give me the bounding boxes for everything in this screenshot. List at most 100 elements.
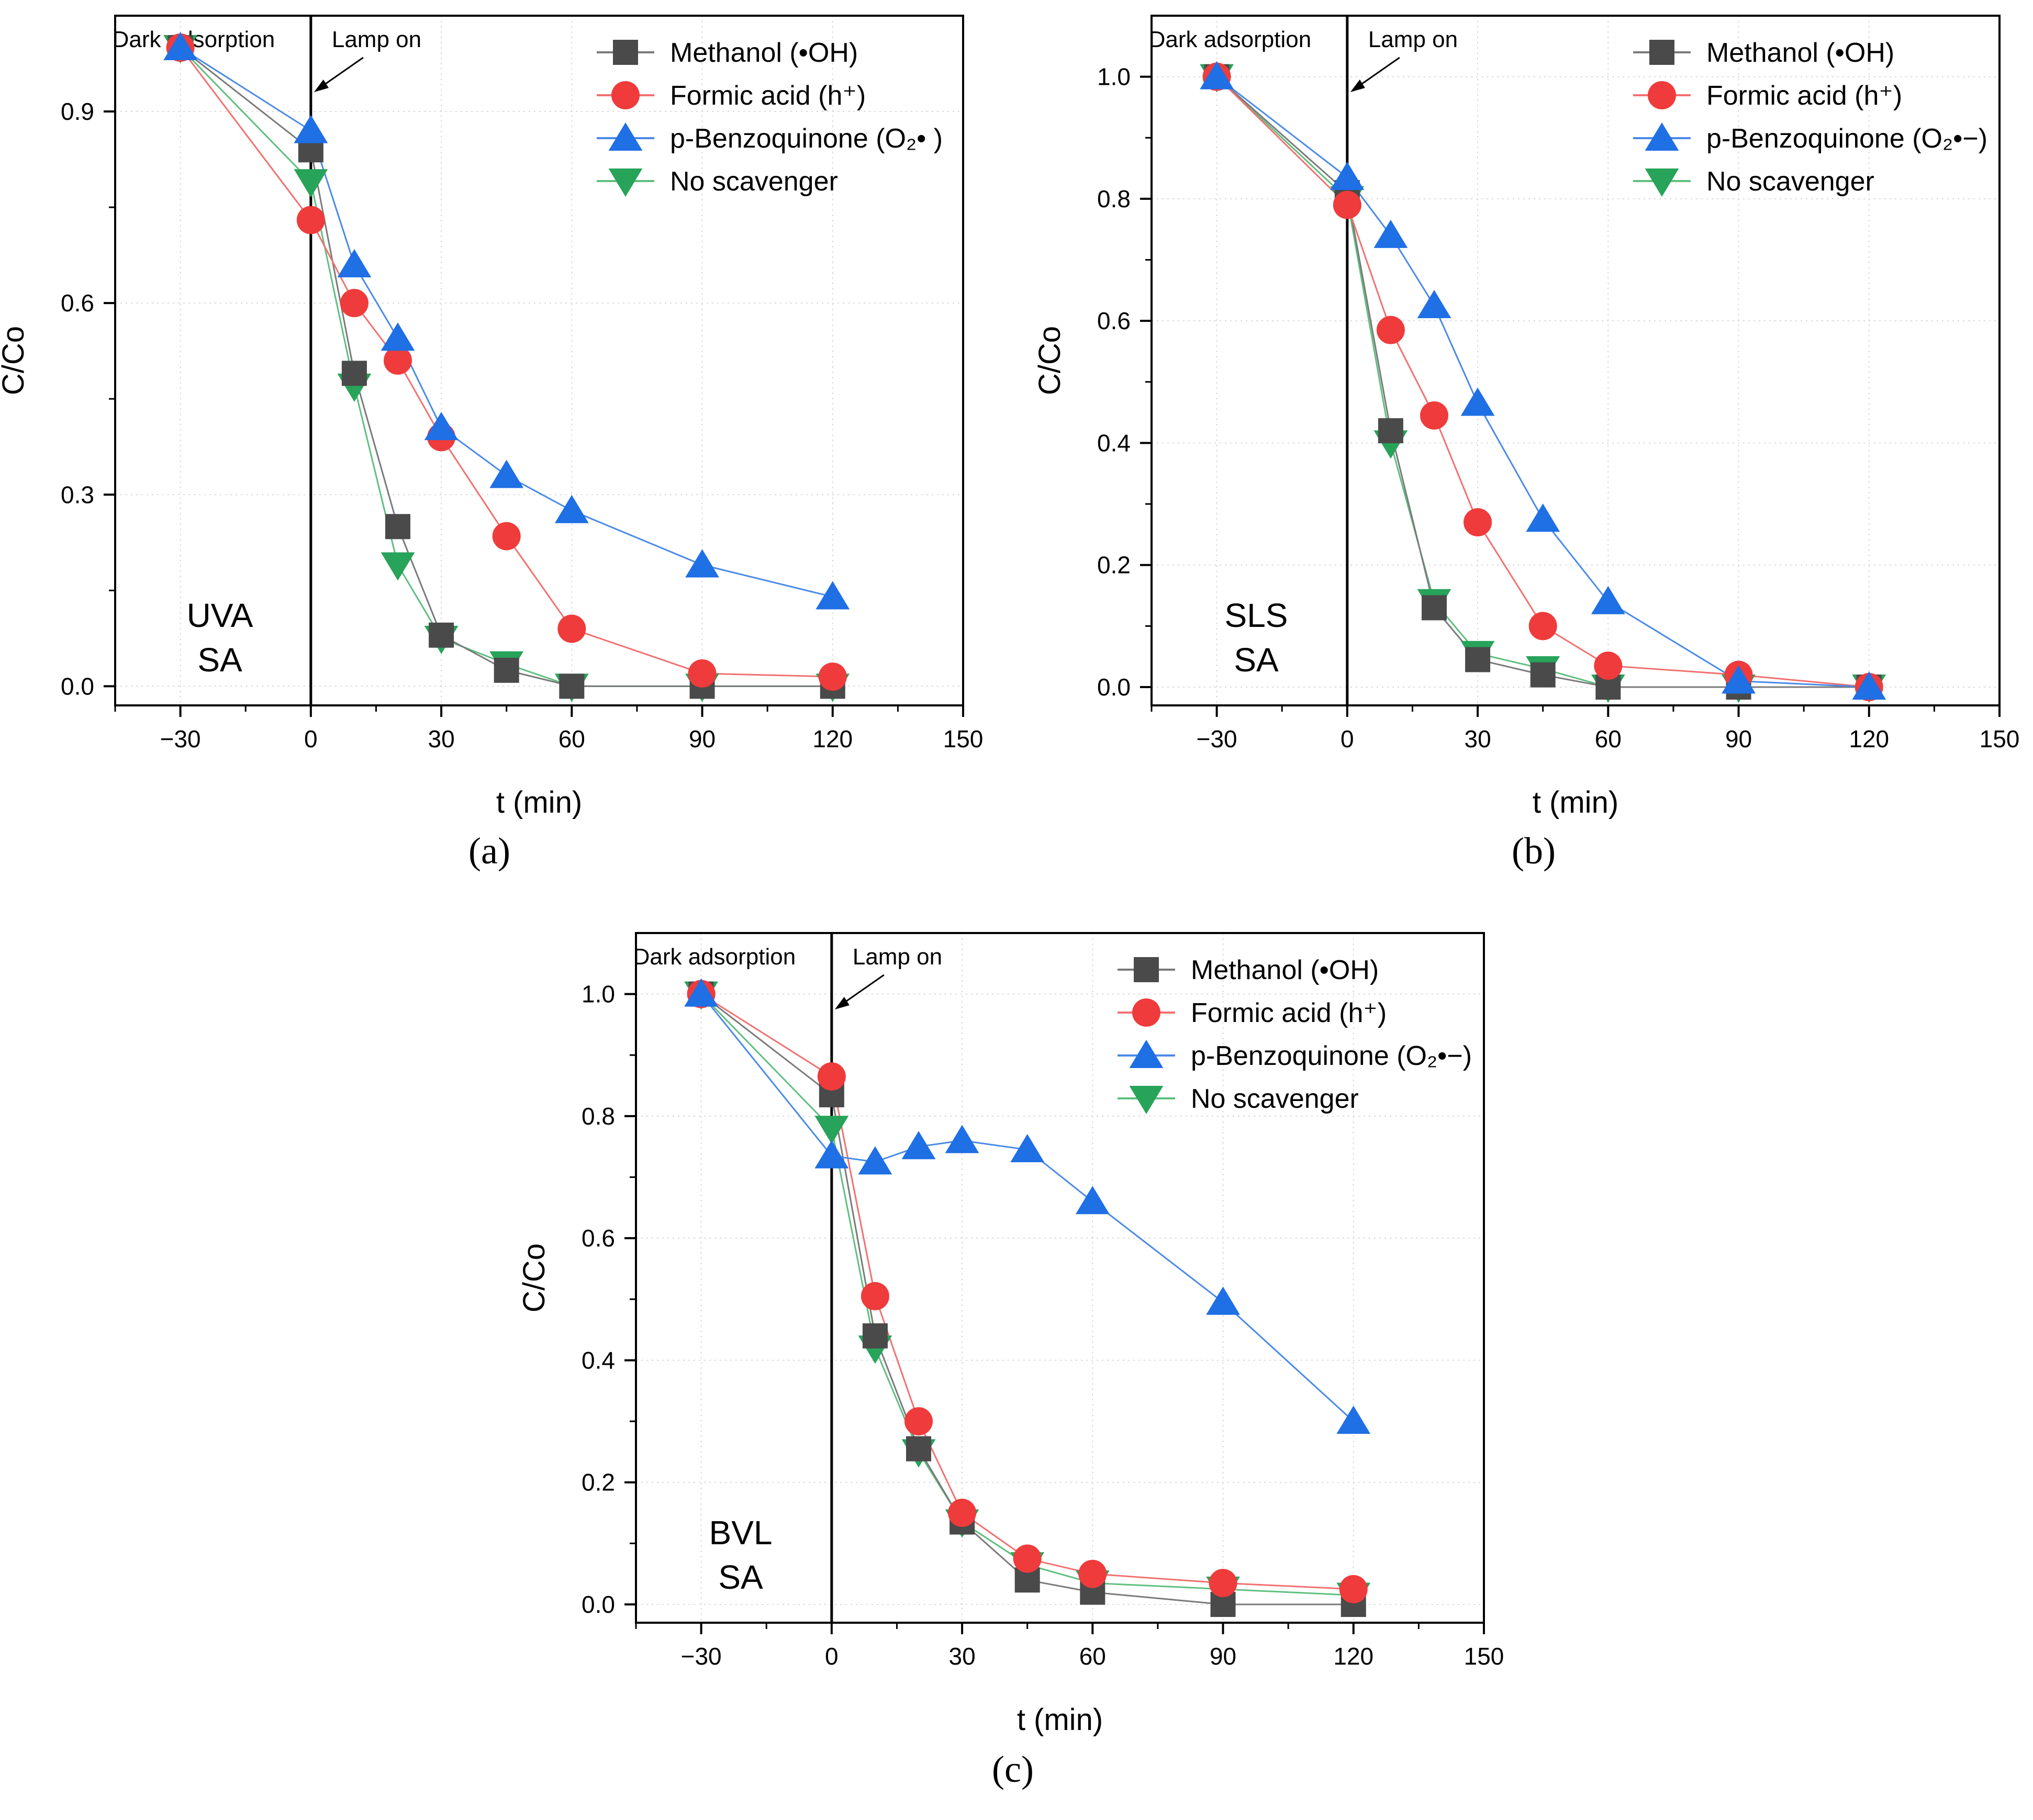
chart-panel-b: −30 0 30 60 90 120 150 0.0 0.2 0.4 0.6 0.8 1.0 t (min… bbox=[1033, 15, 2019, 872]
plot-frame bbox=[635, 932, 1485, 1624]
x-tick-label: 30 bbox=[948, 1643, 975, 1670]
y-tick-label: 0.6 bbox=[582, 1224, 615, 1252]
condition-label-line2: SA bbox=[718, 1558, 763, 1596]
data-point-formic bbox=[817, 1062, 846, 1091]
legend-label-benzoquinone: p-Benzoquinone (O₂•−) bbox=[1191, 1041, 1472, 1071]
y-tick-label: 0.8 bbox=[582, 1103, 615, 1130]
data-point-benzoquinone bbox=[814, 1140, 849, 1169]
condition-label-line1: SLS bbox=[1225, 597, 1288, 634]
data-point-methanol bbox=[906, 1436, 931, 1462]
legend-label-none: No scavenger bbox=[670, 166, 838, 197]
data-point-formic bbox=[1528, 612, 1557, 641]
data-point-benzoquinone bbox=[858, 1146, 892, 1175]
legend-marker-none bbox=[608, 168, 643, 197]
data-point-benzoquinone bbox=[685, 549, 719, 578]
data-point-none bbox=[381, 552, 415, 581]
data-point-none bbox=[294, 169, 328, 198]
data-point-formic bbox=[1339, 1575, 1368, 1603]
legend-marker-methanol bbox=[1649, 40, 1674, 65]
y-tick-label: 0.2 bbox=[582, 1469, 615, 1496]
data-point-benzoquinone bbox=[901, 1131, 936, 1160]
y-axis-label: C/Co bbox=[1033, 326, 1067, 395]
y-tick-label: 0.8 bbox=[1097, 185, 1131, 212]
condition-label-line2: SA bbox=[197, 641, 242, 679]
data-point-benzoquinone bbox=[381, 322, 415, 351]
data-point-benzoquinone bbox=[1460, 387, 1495, 416]
condition-label-line1: BVL bbox=[709, 1514, 773, 1552]
data-point-benzoquinone bbox=[489, 459, 524, 488]
data-point-formic bbox=[492, 522, 521, 551]
lamp-on-arrowhead bbox=[314, 80, 329, 92]
y-tick-label: 0.6 bbox=[61, 289, 94, 317]
y-tick-label: 0.0 bbox=[61, 672, 94, 700]
chart-panel-c: −30 0 30 60 90 120 150 0.0 0.2 0.4 0.6 0.8 1.0 t (min… bbox=[517, 932, 1504, 1790]
y-axis-label: C/Co bbox=[0, 326, 30, 395]
x-tick-label: 30 bbox=[428, 725, 454, 752]
lamp-on-label: Lamp on bbox=[853, 944, 942, 970]
data-point-benzoquinone bbox=[1206, 1286, 1240, 1315]
legend-marker-benzoquinone bbox=[1129, 1040, 1164, 1068]
legend-marker-none bbox=[1129, 1086, 1164, 1114]
x-tick-label: 120 bbox=[812, 725, 853, 752]
data-point-benzoquinone bbox=[1722, 665, 1756, 694]
y-tick-label: 0.4 bbox=[582, 1346, 615, 1374]
data-point-methanol bbox=[341, 361, 367, 386]
y-tick-label: 1.0 bbox=[582, 981, 615, 1008]
plot-frame bbox=[114, 15, 964, 706]
lamp-on-label: Lamp on bbox=[1368, 27, 1458, 52]
legend-marker-formic bbox=[611, 81, 640, 109]
data-point-benzoquinone bbox=[337, 249, 372, 277]
plot-frame bbox=[1150, 15, 2001, 706]
legend-marker-benzoquinone bbox=[608, 122, 643, 151]
data-point-benzoquinone bbox=[816, 581, 850, 610]
data-point-formic bbox=[1420, 401, 1448, 430]
x-tick-label: 0 bbox=[825, 1643, 839, 1670]
data-point-benzoquinone bbox=[1417, 290, 1451, 319]
data-point-formic bbox=[861, 1282, 889, 1310]
data-point-formic bbox=[1464, 508, 1492, 537]
data-point-formic bbox=[340, 289, 368, 318]
data-point-methanol bbox=[494, 657, 519, 683]
data-point-benzoquinone bbox=[163, 32, 198, 61]
data-point-methanol bbox=[1530, 662, 1556, 688]
lamp-on-arrowhead bbox=[1350, 80, 1365, 92]
data-point-methanol bbox=[862, 1323, 888, 1349]
x-tick-label: 120 bbox=[1333, 1643, 1373, 1670]
x-tick-label: 0 bbox=[304, 725, 318, 752]
data-point-formic bbox=[296, 206, 325, 234]
data-point-methanol bbox=[559, 673, 585, 699]
data-point-benzoquinone bbox=[945, 1125, 979, 1153]
legend-label-benzoquinone: p-Benzoquinone (O₂• ) bbox=[670, 123, 943, 154]
panel-label-b: (b) bbox=[1512, 830, 1556, 872]
x-axis-label: t (min) bbox=[1533, 785, 1618, 819]
legend-label-none: No scavenger bbox=[1191, 1084, 1359, 1114]
data-point-benzoquinone bbox=[1075, 1186, 1110, 1215]
legend-label-methanol: Methanol (•OH) bbox=[1191, 955, 1379, 985]
lamp-on-label: Lamp on bbox=[332, 27, 421, 52]
data-point-formic bbox=[1594, 651, 1623, 680]
x-tick-label: 60 bbox=[558, 725, 585, 752]
data-point-benzoquinone bbox=[1373, 219, 1408, 248]
data-point-methanol bbox=[1422, 595, 1447, 621]
x-axis-label: t (min) bbox=[496, 785, 582, 819]
x-axis-label: t (min) bbox=[1017, 1703, 1103, 1737]
x-tick-label: 60 bbox=[1079, 1643, 1106, 1670]
legend-label-methanol: Methanol (•OH) bbox=[1706, 38, 1894, 68]
legend-marker-formic bbox=[1648, 81, 1676, 109]
panel-label-a: (a) bbox=[468, 830, 510, 872]
data-point-formic bbox=[1376, 316, 1405, 344]
data-point-methanol bbox=[1378, 418, 1403, 444]
data-point-benzoquinone bbox=[554, 495, 589, 523]
data-point-benzoquinone bbox=[1336, 1406, 1371, 1434]
y-tick-label: 0.0 bbox=[1097, 673, 1131, 701]
data-point-methanol bbox=[1465, 647, 1491, 672]
x-tick-label: 150 bbox=[943, 725, 984, 752]
x-tick-label: −30 bbox=[160, 725, 201, 752]
data-point-benzoquinone bbox=[1330, 162, 1365, 190]
data-point-methanol bbox=[429, 622, 454, 648]
dark-adsorption-label: Dark adsorption bbox=[633, 944, 796, 970]
x-tick-label: 90 bbox=[1210, 1643, 1236, 1670]
legend-label-benzoquinone: p-Benzoquinone (O₂•−) bbox=[1706, 123, 1987, 154]
data-point-benzoquinone bbox=[1010, 1134, 1045, 1163]
